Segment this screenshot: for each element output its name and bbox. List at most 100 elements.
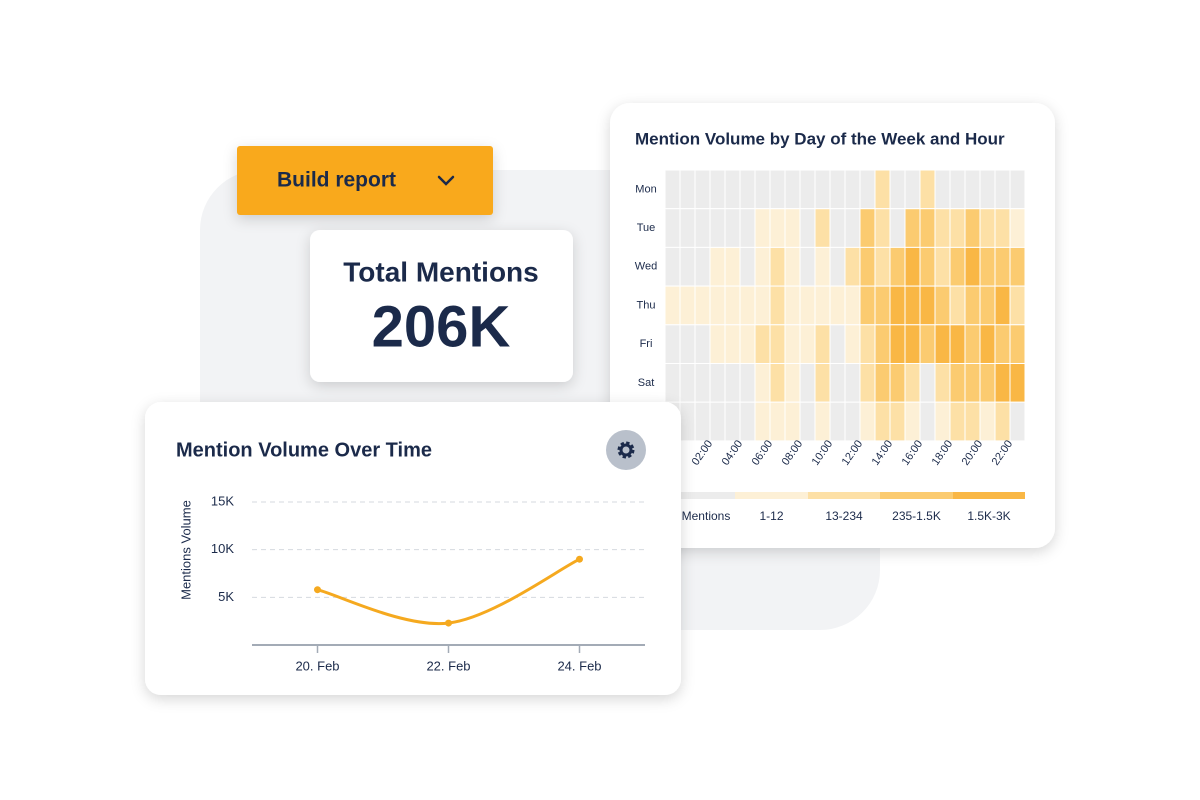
heat-cell — [889, 363, 906, 403]
heat-cell — [724, 363, 741, 403]
heat-cell — [859, 324, 876, 364]
heat-cell — [694, 401, 711, 442]
heat-cell — [874, 285, 891, 326]
legend-swatch — [808, 492, 880, 499]
heat-cell — [829, 246, 846, 287]
heat-cell — [934, 363, 951, 403]
heat-cell — [679, 363, 696, 403]
heat-cell — [1009, 246, 1026, 287]
heat-cell — [754, 246, 771, 287]
heat-cell — [739, 401, 756, 442]
heat-cell — [814, 363, 831, 403]
heat-cell — [814, 246, 831, 287]
heat-cell — [964, 208, 981, 248]
heat-cell — [814, 324, 831, 364]
heat-cell — [799, 246, 816, 287]
heat-cell — [709, 401, 726, 442]
heat-cell — [724, 208, 741, 248]
heat-cell — [904, 401, 921, 442]
heat-cell — [814, 401, 831, 442]
heat-cell — [754, 363, 771, 403]
heat-cell — [694, 246, 711, 287]
heatmap-card: Mention Volume by Day of the Week and Ho… — [610, 103, 1055, 548]
heat-cell — [934, 208, 951, 248]
row-label: Sat — [638, 377, 655, 389]
heat-cell — [664, 208, 681, 248]
heat-cell — [694, 208, 711, 248]
heat-cell — [934, 246, 951, 287]
heat-cell — [754, 169, 771, 210]
heat-cell — [724, 285, 741, 326]
heat-cell — [784, 246, 801, 287]
heat-cell — [889, 208, 906, 248]
heat-cell — [694, 169, 711, 210]
row-label: Tue — [637, 222, 656, 234]
heat-cell — [1009, 285, 1026, 326]
button-bg[interactable] — [237, 146, 493, 215]
heat-cell — [709, 363, 726, 403]
build-report-button[interactable]: Build report — [237, 146, 493, 215]
heat-cell — [679, 285, 696, 326]
gear[interactable] — [619, 443, 633, 457]
heat-cell — [844, 401, 861, 442]
heat-cell — [679, 246, 696, 287]
heat-cell — [664, 246, 681, 287]
heat-cell — [814, 208, 831, 248]
heat-cell — [949, 208, 966, 248]
point — [445, 619, 452, 627]
heat-cell — [724, 169, 741, 210]
heat-cell — [889, 401, 906, 442]
heat-cell — [874, 208, 891, 248]
heat-cell — [979, 169, 996, 210]
heat-cell — [769, 324, 786, 364]
heat-cell — [769, 363, 786, 403]
settings-bg[interactable] — [606, 430, 646, 470]
heat-cell — [859, 246, 876, 287]
kpi-card: Total Mentions 206K — [310, 230, 573, 382]
button-label[interactable]: Build report — [277, 169, 396, 192]
settings-button[interactable] — [606, 430, 646, 470]
heat-cell — [799, 363, 816, 403]
heat-cell — [724, 324, 741, 364]
heat-cell — [784, 363, 801, 403]
heat-cell — [679, 324, 696, 364]
heat-cell — [994, 285, 1011, 326]
x-tick-label: 20. Feb — [295, 658, 339, 673]
heat-cell — [1009, 208, 1026, 248]
heat-cell — [784, 169, 801, 210]
y-tick-label: 5K — [218, 589, 234, 604]
heat-cell — [919, 208, 936, 248]
row-label: Thu — [637, 299, 656, 311]
heat-cell — [829, 285, 846, 326]
heat-cell — [679, 401, 696, 442]
heat-cell — [664, 285, 681, 326]
heat-cell — [964, 324, 981, 364]
heat-cell — [859, 169, 876, 210]
heat-cell — [859, 363, 876, 403]
legend-swatch — [650, 492, 735, 499]
heat-cell — [979, 363, 996, 403]
heat-cell — [904, 285, 921, 326]
heat-cell — [964, 246, 981, 287]
heat-cell — [934, 324, 951, 364]
heat-cell — [754, 285, 771, 326]
legend-swatch — [735, 492, 808, 499]
heat-cell — [664, 169, 681, 210]
heat-cell — [889, 285, 906, 326]
heat-cell — [709, 324, 726, 364]
heat-cell — [799, 401, 816, 442]
chevron[interactable] — [437, 175, 455, 186]
heat-cell — [874, 246, 891, 287]
heat-cell — [994, 324, 1011, 364]
heat-cell — [859, 285, 876, 326]
heat-cell — [709, 169, 726, 210]
heat-cell — [919, 363, 936, 403]
heat-cell — [799, 208, 816, 248]
legend-label: 235-1.5K — [892, 509, 941, 523]
heat-cell — [769, 169, 786, 210]
heat-cell — [979, 324, 996, 364]
heat-cell — [979, 208, 996, 248]
heat-cell — [964, 363, 981, 403]
card — [145, 402, 681, 695]
